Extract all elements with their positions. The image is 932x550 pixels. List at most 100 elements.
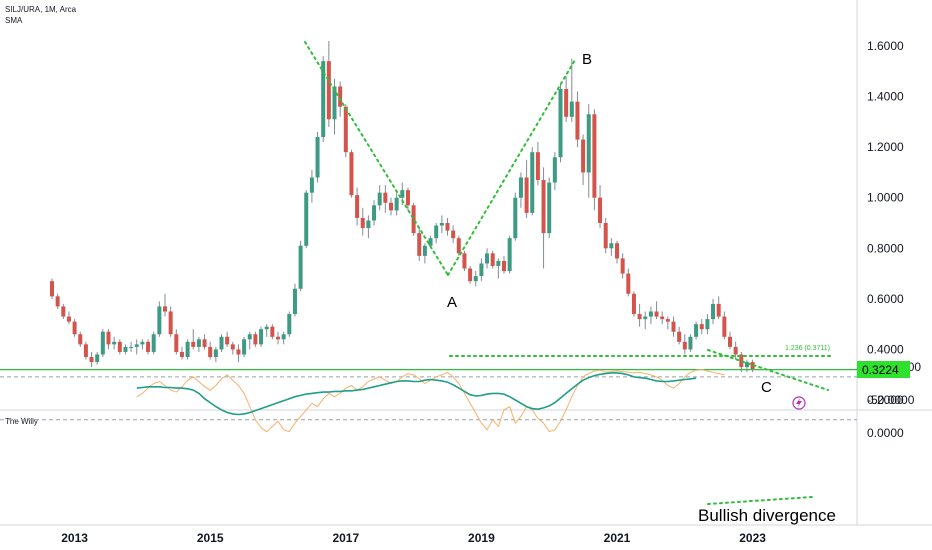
candle-body <box>411 205 416 234</box>
candle-body <box>677 331 682 342</box>
candle-body <box>637 314 642 320</box>
candle-body <box>179 351 184 358</box>
candle-body <box>417 233 422 256</box>
candle-body <box>168 311 173 335</box>
time-tick-label: 2017 <box>332 531 359 545</box>
candle-body <box>564 88 569 117</box>
candle-body <box>682 341 687 350</box>
candle-body <box>225 336 230 345</box>
candle-body <box>276 336 280 340</box>
candle-body <box>89 357 94 363</box>
candle-body <box>518 177 523 198</box>
time-tick-label: 2023 <box>739 531 766 545</box>
candle-body <box>281 334 286 340</box>
candle-body <box>739 354 744 368</box>
trendline-a-to-b <box>447 59 576 276</box>
candle-body <box>485 253 490 264</box>
candle-body <box>422 245 427 256</box>
candle-body <box>213 349 218 358</box>
candle-body <box>106 331 111 345</box>
candle-body <box>575 101 580 140</box>
candle-body <box>134 344 139 347</box>
price-tick-label: 0.4000 <box>867 342 904 356</box>
candle-body <box>253 334 258 345</box>
candle-body <box>394 197 399 211</box>
price-tick-label: 0.2000 <box>867 393 904 407</box>
candle-body <box>569 101 574 117</box>
candle-body <box>140 341 145 345</box>
candle-body <box>451 230 456 239</box>
candle-body <box>603 223 608 249</box>
candle-body <box>242 339 247 355</box>
candle-body <box>716 303 721 317</box>
candle-body <box>694 324 699 337</box>
candle-body <box>609 243 614 249</box>
candle-body <box>117 341 122 352</box>
candle-body <box>524 177 529 213</box>
flash-icon[interactable] <box>792 396 806 410</box>
candle-body <box>592 114 597 198</box>
oscillator-lines <box>136 369 725 433</box>
price-tick-label: 1.0000 <box>867 191 904 205</box>
indicator-title: SMA <box>5 16 23 25</box>
candle-body <box>112 341 117 345</box>
chart-frame <box>0 0 932 526</box>
candle-body <box>462 253 467 269</box>
candle-body <box>439 223 444 226</box>
candle-body <box>468 268 473 282</box>
candle-body <box>733 346 738 355</box>
candle-body <box>202 339 207 347</box>
candle-body <box>309 177 314 193</box>
candle-body <box>219 336 224 350</box>
candle-body <box>355 195 360 218</box>
candle-body <box>400 190 405 198</box>
candle-body <box>326 61 331 120</box>
candle-body <box>535 152 540 181</box>
candle-body <box>259 329 264 345</box>
candle-body <box>264 326 269 330</box>
candle-body <box>247 334 252 340</box>
candle-body <box>581 139 586 173</box>
candle-body <box>298 245 303 289</box>
willy-sma-line <box>136 372 697 416</box>
candle-body <box>230 344 235 350</box>
candlestick-series <box>50 40 755 373</box>
candle-body <box>530 152 535 213</box>
candle-body <box>456 238 461 254</box>
candle-body <box>208 346 213 358</box>
point-a-label: A <box>447 294 457 311</box>
candle-body <box>728 336 732 347</box>
candle-body <box>196 339 201 347</box>
candle-body <box>473 276 478 282</box>
candle-body <box>332 86 337 120</box>
symbol-title: SILJ/URA, 1M, Arca <box>5 5 77 14</box>
time-tick-label: 2021 <box>604 531 631 545</box>
candle-body <box>343 106 348 153</box>
candle-body <box>292 288 297 315</box>
annotations: A B C 1.236 (0.3711) 0.3224 Bullish dive… <box>447 51 910 525</box>
candle-body <box>711 303 716 320</box>
candle-body <box>61 306 66 317</box>
candle-body <box>490 253 495 266</box>
candle-body <box>541 180 546 234</box>
candle-body <box>620 258 625 274</box>
candle-body <box>174 334 179 352</box>
candle-body <box>360 217 365 229</box>
candle-body <box>78 334 83 345</box>
oscillator-title: The Willy <box>5 417 38 426</box>
candle-body <box>157 306 162 335</box>
candle-body <box>83 344 88 358</box>
candle-body <box>445 223 450 231</box>
candle-body <box>366 220 371 229</box>
current-price-label: 0.3224 <box>862 363 899 377</box>
price-tick-label: 0.8000 <box>867 241 904 255</box>
price-tick-label: 1.2000 <box>867 140 904 154</box>
candle-body <box>744 362 749 368</box>
candle-body <box>146 341 151 352</box>
price-tick-label: 0.6000 <box>867 292 904 306</box>
price-tag-bg <box>857 361 910 378</box>
candle-body <box>699 324 704 330</box>
candle-body <box>660 316 665 320</box>
candle-body <box>598 197 603 223</box>
